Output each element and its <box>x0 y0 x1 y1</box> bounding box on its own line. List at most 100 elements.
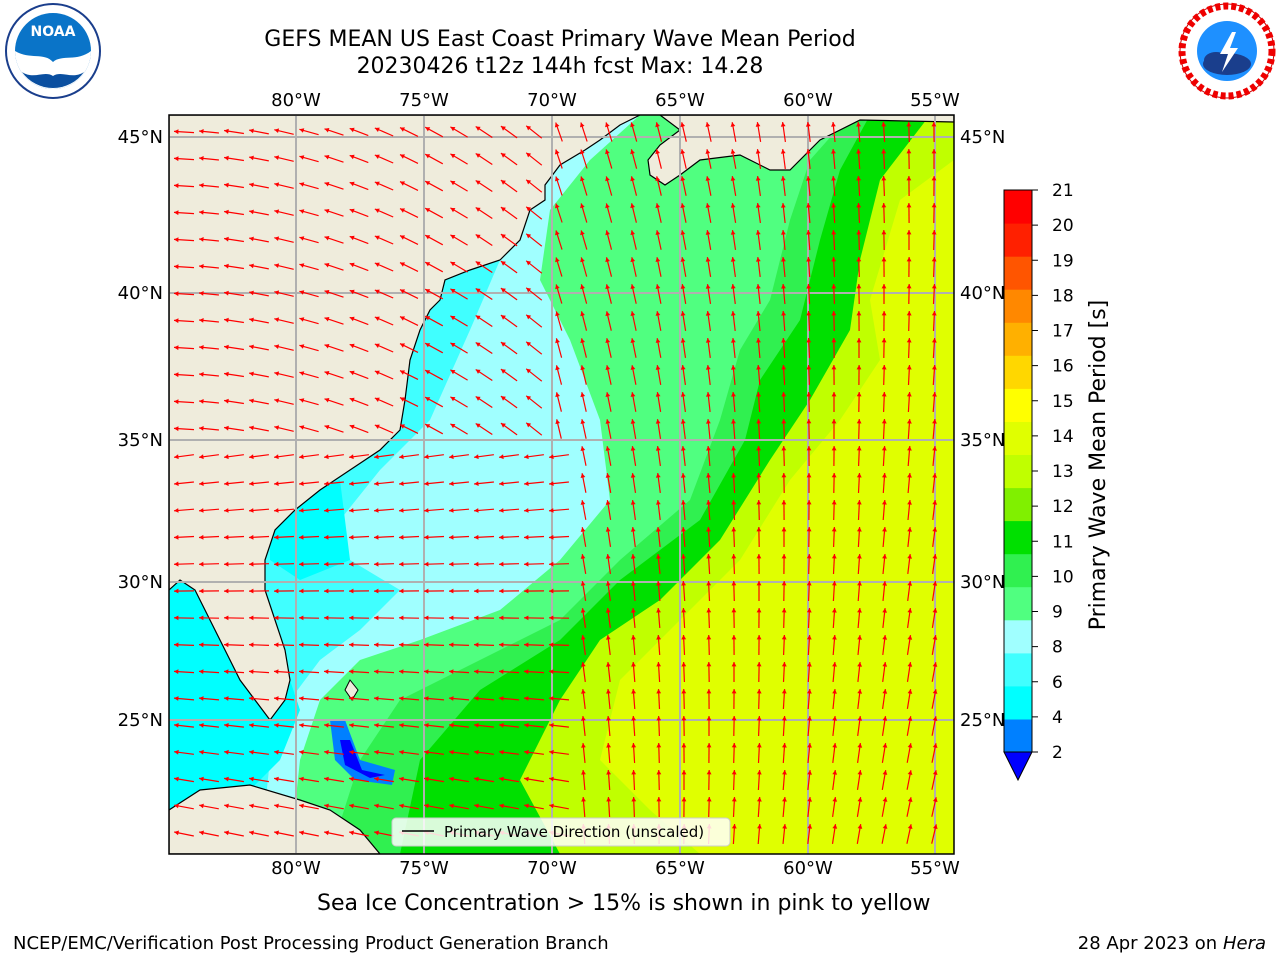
lon-tick-label: 80°W <box>271 90 321 111</box>
wave-arrowhead <box>474 723 479 728</box>
wave-arrowhead <box>349 749 354 755</box>
wave-arrowhead <box>249 454 254 460</box>
wave-arrowhead <box>606 689 611 694</box>
wave-arrowhead <box>656 608 661 613</box>
wave-arrowhead <box>399 508 404 513</box>
wave-arrowhead <box>605 527 611 532</box>
wave-arrowhead <box>630 419 636 424</box>
wave-arrowhead <box>549 669 554 674</box>
wave-arrowhead <box>274 209 280 214</box>
wave-arrowhead <box>224 155 229 161</box>
wave-arrowhead <box>856 284 862 289</box>
wave-arrowhead <box>630 473 636 478</box>
map-fill-layer <box>169 115 954 854</box>
lon-tick-label: 55°W <box>910 90 960 111</box>
wave-arrowhead <box>424 776 429 782</box>
wave-arrowhead <box>224 642 229 648</box>
wave-arrowhead <box>299 481 304 486</box>
wave-arrowhead <box>806 176 811 181</box>
wave-arrowhead <box>274 263 280 268</box>
wave-arrowhead <box>555 338 560 344</box>
wave-arrowhead <box>781 365 787 370</box>
wave-arrowhead <box>324 128 330 133</box>
wave-arrowhead <box>706 716 712 721</box>
wave-arrowhead <box>705 149 711 154</box>
wave-arrowhead <box>349 235 355 241</box>
wave-arrowhead <box>807 797 812 802</box>
wave-arrowhead <box>580 311 585 317</box>
wave-arrowhead <box>881 149 887 154</box>
wave-arrowhead <box>907 527 912 532</box>
wave-arrowhead <box>681 662 687 667</box>
wave-arrowhead <box>857 770 863 775</box>
wave-arrowhead <box>730 257 736 262</box>
wave-arrowhead <box>475 423 481 428</box>
wave-arrowhead <box>324 588 329 594</box>
wave-arrowhead <box>399 588 404 594</box>
wave-arrowhead <box>424 669 429 674</box>
wave-arrowhead <box>199 345 204 350</box>
wave-arrowhead <box>706 446 711 451</box>
wave-arrowhead <box>655 149 660 155</box>
wave-arrowhead <box>555 230 560 236</box>
wave-arrowhead <box>680 149 686 154</box>
wave-arrowhead <box>555 284 560 290</box>
wave-arrowhead <box>605 149 610 155</box>
wave-arrowhead <box>425 181 431 186</box>
wave-arrowhead <box>549 508 554 513</box>
wave-arrowhead <box>656 500 661 505</box>
wave-arrowhead <box>856 257 862 262</box>
wave-arrowhead <box>781 257 786 262</box>
wave-arrowhead <box>681 716 687 721</box>
wave-arrowhead <box>580 176 585 182</box>
wave-arrowhead <box>756 608 762 613</box>
wave-arrowhead <box>174 615 179 621</box>
wave-arrowhead <box>349 424 355 430</box>
wave-arrowhead <box>931 257 937 262</box>
wave-arrowhead <box>549 642 554 648</box>
wave-arrowhead <box>731 365 736 370</box>
wave-arrowhead <box>630 149 635 155</box>
wave-arrowhead <box>631 743 637 748</box>
wave-arrowhead <box>630 527 636 532</box>
wave-arrowhead <box>424 588 429 594</box>
wave-arrowhead <box>655 338 661 343</box>
wave-arrowhead <box>907 473 912 478</box>
wave-arrowhead <box>500 315 506 320</box>
wave-arrowhead <box>806 473 812 478</box>
wave-arrowhead <box>756 392 761 397</box>
wave-arrowhead <box>706 527 711 532</box>
wave-arrowhead <box>400 424 405 429</box>
lon-tick-label: 70°W <box>527 858 577 879</box>
wave-arrowhead <box>199 615 204 621</box>
wave-arrowhead <box>932 365 937 370</box>
wave-arrowhead <box>500 369 506 374</box>
wave-arrowhead <box>349 669 354 674</box>
wave-arrowhead <box>605 419 611 424</box>
wave-arrowhead <box>831 230 837 235</box>
wave-arrowhead <box>174 372 179 378</box>
wave-arrowhead <box>274 830 279 836</box>
wave-arrowhead <box>349 534 354 540</box>
wave-arrowhead <box>199 399 204 404</box>
wave-arrowhead <box>680 230 686 235</box>
wave-arrowhead <box>857 527 862 532</box>
wave-arrowhead <box>499 803 504 809</box>
wave-arrowhead <box>399 642 404 648</box>
wave-arrowhead <box>450 207 456 213</box>
wave-arrowhead <box>299 723 304 728</box>
date-text: 28 Apr 2023 on <box>1077 933 1223 954</box>
wave-arrowhead <box>299 128 305 133</box>
land-cuba <box>169 784 381 854</box>
wave-arrowhead <box>831 338 837 343</box>
wave-arrowhead <box>656 635 661 640</box>
wave-arrowhead <box>705 338 711 343</box>
wave-arrowhead <box>705 176 711 181</box>
lat-tick-label: 25°N <box>118 710 163 731</box>
wave-arrowhead <box>374 830 379 836</box>
wave-arrowhead <box>199 237 204 242</box>
wave-arrowhead <box>324 344 330 349</box>
wave-arrowhead <box>906 284 912 289</box>
wave-arrowhead <box>932 446 937 451</box>
wave-arrowhead <box>224 290 229 296</box>
